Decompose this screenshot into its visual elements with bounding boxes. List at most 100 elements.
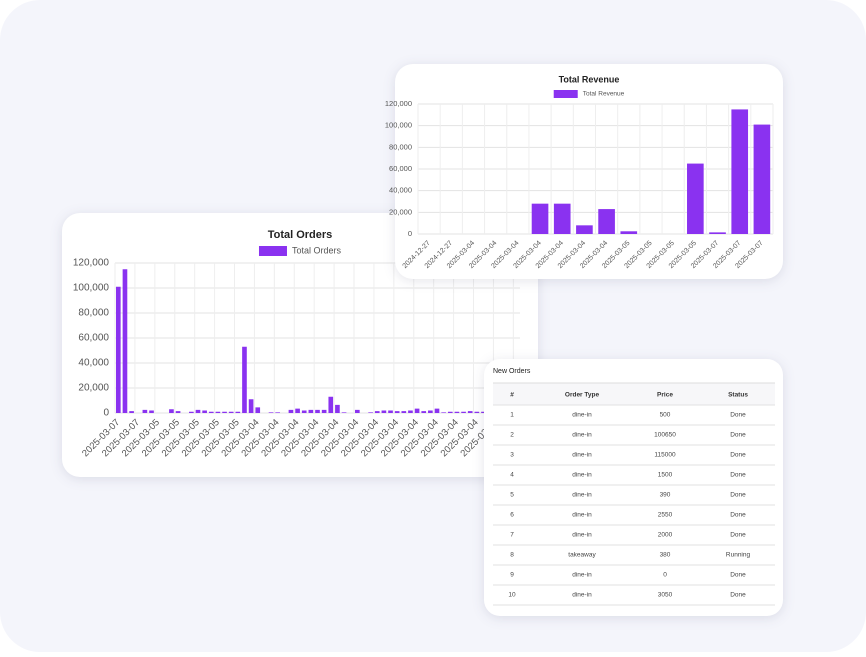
y-tick-label: 100,000: [385, 121, 412, 130]
y-tick-label: 120,000: [385, 99, 412, 108]
table-cell: dine-in: [572, 412, 592, 419]
bar: [235, 411, 241, 413]
table-cell: 4: [510, 472, 514, 479]
table-cell: dine-in: [572, 512, 592, 519]
bar: [381, 410, 387, 413]
y-tick-label: 120,000: [73, 258, 110, 269]
bar: [408, 410, 413, 413]
table-cell: 6: [510, 512, 514, 519]
table-cell: dine-in: [572, 432, 592, 439]
bar: [268, 412, 274, 413]
bar: [328, 396, 334, 413]
bar: [553, 203, 571, 234]
bar: [481, 411, 486, 413]
bar: [461, 411, 466, 413]
table-cell: 3050: [658, 592, 673, 599]
bar: [709, 232, 726, 234]
table-cell: dine-in: [572, 572, 592, 579]
y-tick-label: 60,000: [78, 333, 109, 344]
bar: [447, 411, 453, 413]
bar: [388, 410, 393, 413]
revenue-card: [395, 64, 783, 279]
table-cell: 9: [510, 572, 514, 579]
table-header-bg: [493, 383, 775, 405]
table-cell: Done: [730, 572, 746, 579]
bar: [620, 231, 638, 234]
y-tick-label: 0: [103, 408, 109, 419]
table-cell: dine-in: [572, 452, 592, 459]
bar: [467, 411, 473, 413]
table-cell: dine-in: [572, 532, 592, 539]
table-cell: dine-in: [572, 472, 592, 479]
bar: [434, 408, 440, 413]
bar: [242, 346, 247, 413]
legend-swatch: [258, 246, 287, 256]
bar: [195, 409, 201, 413]
legend-label: Total Revenue: [583, 91, 625, 98]
y-tick-label: 40,000: [389, 186, 412, 195]
table-cell: 7: [510, 532, 514, 539]
chart-title: Total Revenue: [559, 74, 620, 84]
bar: [248, 399, 254, 413]
bar: [288, 409, 294, 413]
bar: [454, 411, 460, 413]
bar: [414, 408, 420, 413]
bar: [531, 203, 549, 234]
bar: [598, 209, 615, 234]
legend-label: Total Orders: [292, 245, 342, 255]
table-cell: Done: [730, 472, 746, 479]
table-cell: 500: [660, 412, 671, 419]
table-cell: 380: [660, 552, 671, 559]
bar: [202, 410, 207, 413]
bar: [129, 411, 134, 413]
legend-swatch: [553, 90, 578, 98]
bar: [421, 411, 427, 413]
bar: [169, 409, 174, 413]
table-cell: 1500: [658, 472, 673, 479]
table-cell: takeaway: [568, 552, 596, 559]
column-header: Price: [657, 392, 673, 399]
bar: [215, 411, 221, 413]
bar: [394, 411, 400, 413]
table-cell: 5: [510, 492, 514, 499]
chart-title: Total Orders: [268, 229, 333, 241]
table-cell: Done: [730, 592, 746, 599]
table-cell: dine-in: [572, 492, 592, 499]
table-cell: 3: [510, 452, 514, 459]
bar: [474, 411, 480, 413]
bar: [428, 410, 433, 413]
table-cell: Done: [730, 492, 746, 499]
table-cell: 2000: [658, 532, 673, 539]
bar: [122, 269, 128, 413]
table-cell: Done: [730, 432, 746, 439]
bar: [335, 404, 340, 413]
bar: [731, 109, 749, 234]
bar: [255, 407, 261, 413]
bar: [315, 409, 320, 413]
table-cell: dine-in: [572, 592, 592, 599]
table-cell: 0: [663, 572, 667, 579]
bar: [115, 286, 121, 413]
bar: [208, 411, 214, 413]
bar: [441, 412, 446, 413]
table-cell: Done: [730, 412, 746, 419]
bar: [149, 410, 154, 413]
table-cell: 2: [510, 432, 514, 439]
table-cell: 390: [660, 492, 671, 499]
table-cell: Done: [730, 512, 746, 519]
table-title: New Orders: [493, 368, 531, 375]
bar: [175, 411, 181, 413]
bar: [687, 163, 704, 234]
bar: [753, 124, 771, 234]
y-tick-label: 80,000: [389, 142, 412, 151]
y-tick-label: 80,000: [78, 308, 109, 319]
bar: [401, 411, 407, 413]
table-cell: Done: [730, 532, 746, 539]
column-header: Order Type: [565, 392, 600, 399]
table-cell: 100650: [654, 432, 676, 439]
table-cell: 2550: [658, 512, 673, 519]
table-cell: 10: [508, 592, 516, 599]
column-header: #: [510, 392, 514, 399]
bar: [295, 408, 300, 413]
